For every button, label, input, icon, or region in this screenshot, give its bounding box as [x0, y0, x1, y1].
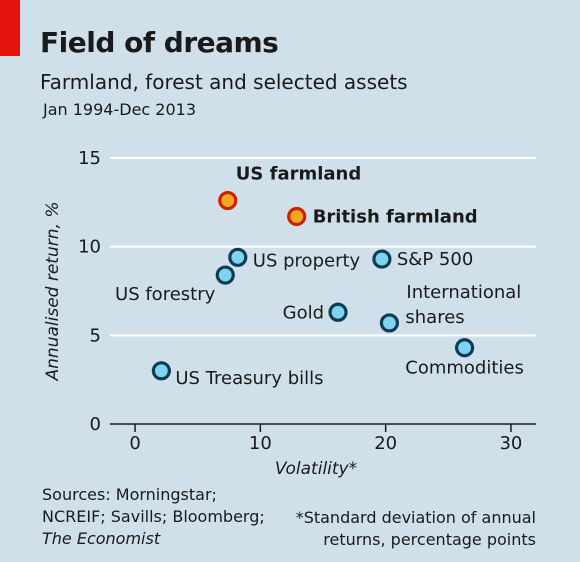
x-tick-label: 10: [249, 433, 272, 454]
data-label: International: [406, 282, 521, 303]
chart-title: Field of dreams: [40, 26, 279, 59]
x-tick-label: 30: [499, 433, 522, 454]
y-tick-label: 15: [78, 148, 101, 169]
footnote: *Standard deviation of annual returns, p…: [296, 507, 536, 551]
highlight-point: [218, 190, 238, 211]
data-label: US Treasury bills: [175, 368, 323, 389]
footnote-line-2: returns, percentage points: [323, 530, 536, 549]
chart-subtitle: Farmland, forest and selected assets: [40, 70, 408, 94]
highlight-point: [287, 206, 307, 227]
y-tick-label: 5: [90, 325, 101, 346]
data-point: [372, 249, 392, 269]
data-label: US property: [253, 250, 361, 271]
data-point: [215, 265, 235, 285]
data-label: US farmland: [236, 164, 361, 185]
sources-line-2: NCREIF; Savills; Bloomberg;: [42, 507, 265, 526]
data-point: [379, 313, 400, 333]
footnote-line-1: *Standard deviation of annual: [295, 508, 536, 527]
y-tick-label: 0: [90, 414, 101, 435]
sources-line-3: The Economist: [42, 529, 161, 548]
x-tick-label: 0: [129, 433, 140, 454]
data-label: shares: [405, 307, 464, 328]
sources-note: Sources: Morningstar; NCREIF; Savills; B…: [42, 484, 265, 550]
data-label: Gold: [283, 302, 324, 323]
y-tick-label: 10: [78, 237, 101, 258]
data-point: [328, 302, 348, 322]
data-label: Commodities: [405, 358, 524, 379]
sources-line-1: Sources: Morningstar;: [42, 485, 217, 504]
data-label: British farmland: [313, 207, 478, 228]
accent-tag: [0, 0, 20, 56]
data-point: [151, 361, 171, 381]
data-point: [454, 338, 475, 358]
data-point: [228, 247, 248, 267]
y-axis-title: Annualised return, %: [43, 202, 63, 382]
data-label: US forestry: [115, 284, 216, 305]
x-axis-title: Volatility*: [275, 459, 357, 479]
chart-period: Jan 1994-Dec 2013: [43, 100, 197, 119]
data-label: S&P 500: [397, 249, 473, 270]
x-tick-label: 20: [374, 433, 397, 454]
